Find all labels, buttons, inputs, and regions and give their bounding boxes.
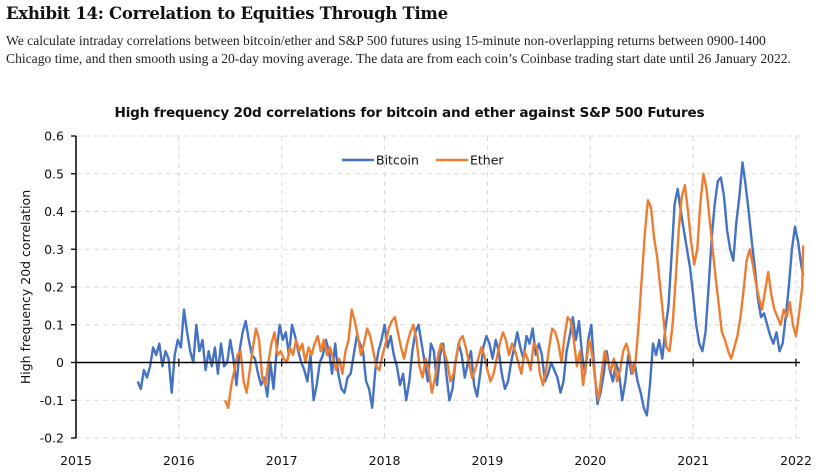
x-tick-label: 2017 [266, 453, 298, 468]
exhibit-description: We calculate intraday correlations betwe… [6, 33, 791, 66]
legend: Bitcoin Ether [342, 153, 504, 168]
chart-title: High frequency 20d correlations for bitc… [114, 105, 705, 121]
y-tick-label: 0.5 [44, 166, 64, 181]
y-tick-label: 0.4 [44, 204, 64, 219]
axes [71, 135, 800, 439]
y-tick-label: 0.1 [44, 317, 64, 332]
y-tick-label: -0.2 [40, 431, 64, 446]
legend-label: Bitcoin [376, 153, 419, 168]
legend-item-ether: Ether [436, 153, 504, 168]
series-line-ether [223, 172, 805, 409]
x-tick-label: 2020 [574, 453, 606, 468]
legend-label: Ether [470, 153, 504, 168]
exhibit-title: Exhibit 14: Correlation to Equities Thro… [6, 4, 448, 23]
y-tick-label: 0.3 [44, 242, 64, 257]
y-axis-title: High frequency 20d correlation [18, 190, 33, 384]
y-tick-label: 0.2 [44, 280, 64, 295]
series-line-bitcoin [136, 161, 805, 417]
series-lines [136, 161, 805, 417]
legend-item-bitcoin: Bitcoin [342, 153, 419, 168]
y-tick-label: -0.1 [40, 393, 64, 408]
x-tick-label: 2022 [780, 453, 812, 468]
y-tick-label: 0 [56, 355, 64, 370]
tick-labels: -0.2 -0.1 0 0.1 0.2 0.3 0.4 0.5 0.6 2015 2016 2017 2… [40, 129, 812, 469]
x-tick-label: 2021 [677, 453, 709, 468]
x-tick-label: 2019 [472, 453, 504, 468]
x-tick-label: 2015 [60, 453, 92, 468]
y-tick-label: 0.6 [44, 129, 64, 144]
x-tick-label: 2016 [163, 453, 195, 468]
x-tick-label: 2018 [369, 453, 401, 468]
